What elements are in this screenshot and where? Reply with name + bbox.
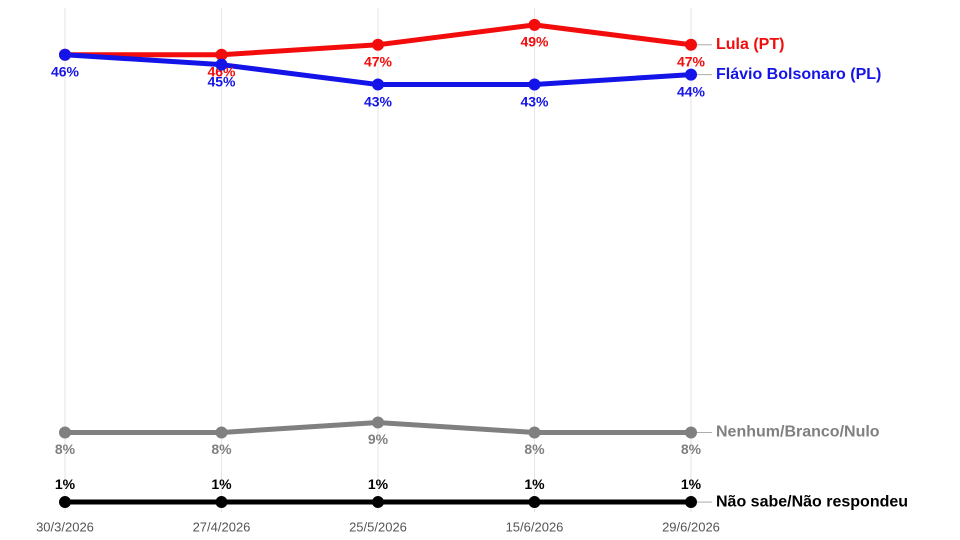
value-label: 46% — [51, 63, 80, 79]
x-tick-label: 30/3/2026 — [36, 519, 94, 534]
value-label: 1% — [55, 476, 76, 492]
point — [59, 48, 71, 61]
x-tick-label: 29/6/2026 — [662, 519, 720, 534]
value-label: 1% — [681, 476, 702, 492]
point — [528, 496, 541, 509]
value-label: 8% — [55, 441, 76, 457]
point — [372, 496, 384, 509]
value-label: 45% — [207, 73, 236, 89]
point — [215, 48, 228, 61]
point — [372, 38, 384, 51]
value-label: 8% — [211, 441, 232, 457]
value-label: 43% — [364, 93, 393, 109]
value-label: 44% — [677, 83, 706, 99]
point — [215, 58, 228, 71]
point — [685, 38, 697, 51]
point — [528, 78, 541, 91]
point — [685, 496, 697, 509]
point — [685, 426, 697, 439]
value-label: 49% — [520, 34, 549, 50]
point — [528, 18, 541, 31]
value-label: 43% — [520, 93, 549, 109]
legend-label: Nenhum/Branco/Nulo — [716, 424, 880, 441]
value-label: 47% — [677, 53, 706, 69]
point — [215, 426, 228, 439]
x-tick-label: 27/4/2026 — [193, 519, 251, 534]
value-label: 1% — [368, 476, 389, 492]
point — [528, 426, 541, 439]
point — [372, 78, 384, 91]
legend-label: Flávio Bolsonaro (PL) — [716, 66, 881, 83]
point — [685, 68, 697, 81]
x-tick-label: 15/6/2026 — [506, 519, 564, 534]
value-label: 8% — [524, 441, 545, 457]
point — [59, 496, 71, 509]
value-label: 1% — [524, 476, 545, 492]
point — [215, 496, 228, 509]
legend-label: Lula (PT) — [716, 36, 784, 53]
value-label: 9% — [368, 431, 389, 447]
value-label: 46% — [207, 63, 236, 79]
value-label: 47% — [364, 53, 393, 69]
legend-label: Não sabe/Não respondeu — [716, 493, 908, 510]
value-label: 8% — [681, 441, 702, 457]
value-label: 1% — [211, 476, 232, 492]
point — [372, 416, 384, 429]
point — [59, 426, 71, 439]
x-tick-label: 25/5/2026 — [349, 519, 407, 534]
